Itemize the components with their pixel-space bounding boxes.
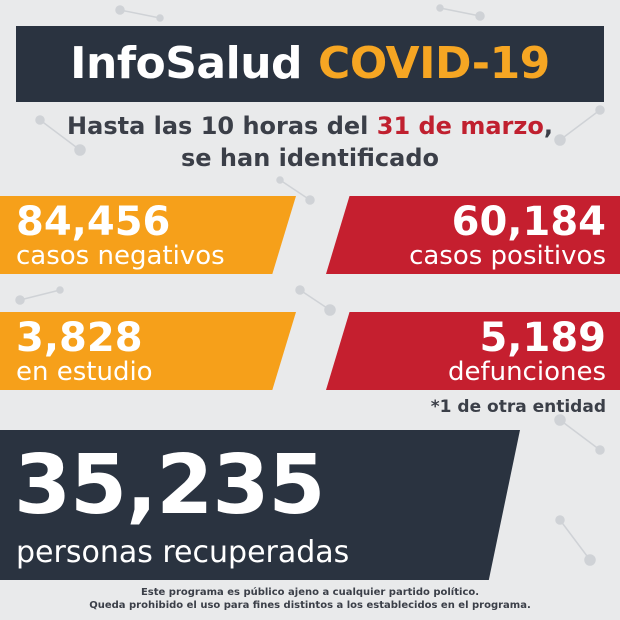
stat-positivos: 60,184 casos positivos	[326, 196, 620, 274]
stat-positivos-value: 60,184	[451, 199, 606, 245]
stat-defunciones-value: 5,189	[479, 315, 606, 361]
subtitle: Hasta las 10 horas del 31 de marzo, se h…	[0, 110, 620, 174]
recovered-value: 35,235	[14, 438, 325, 533]
subtitle-line-2: se han identificado	[181, 144, 439, 172]
stat-estudio: 3,828 en estudio	[0, 312, 296, 390]
stat-estudio-value: 3,828	[16, 315, 143, 361]
header-banner: InfoSalud COVID-19	[16, 26, 604, 102]
subtitle-suffix: ,	[543, 112, 553, 140]
stat-estudio-label: en estudio	[16, 357, 153, 387]
stat-positivos-label: casos positivos	[409, 241, 606, 271]
stat-defunciones-label: defunciones	[447, 357, 606, 387]
footer-line-2: Queda prohibido el uso para fines distin…	[89, 600, 531, 611]
subtitle-date: 31 de marzo	[376, 112, 544, 140]
stat-defunciones: 5,189 defunciones	[326, 312, 620, 390]
stat-negativos: 84,456 casos negativos	[0, 196, 296, 274]
footer-disclaimer: Este programa es público ajeno a cualqui…	[0, 586, 620, 612]
recovered-panel: 35,235 personas recuperadas	[0, 430, 520, 580]
app-title: InfoSalud	[70, 38, 303, 89]
stat-negativos-value: 84,456	[16, 199, 171, 245]
app-title-accent: COVID-19	[318, 38, 550, 89]
footnote-otra-entidad: *1 de otra entidad	[430, 397, 606, 417]
recovered-label: personas recuperadas	[16, 535, 350, 570]
footer-line-1: Este programa es público ajeno a cualqui…	[140, 587, 480, 598]
subtitle-prefix: Hasta las 10 horas del	[67, 112, 369, 140]
stat-negativos-label: casos negativos	[16, 241, 225, 271]
subtitle-line-1: Hasta las 10 horas del 31 de marzo,	[0, 110, 620, 142]
